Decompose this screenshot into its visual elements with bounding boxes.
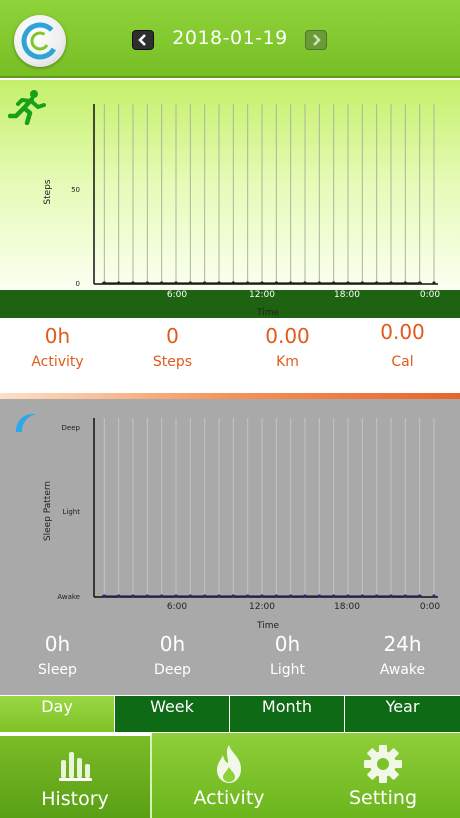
sleep-xtick-6: 6:00 (166, 602, 188, 612)
nav-history-button[interactable]: History (0, 733, 152, 818)
stat-cal-label: Cal (391, 354, 414, 370)
stat-cal-value: 0.00 (380, 320, 425, 344)
stat-sleep-value: 0h (44, 632, 71, 656)
running-person-icon (8, 90, 46, 125)
stat-steps-value: 0 (166, 324, 179, 348)
stat-activity-label: Activity (31, 354, 84, 370)
moon-icon (16, 413, 36, 432)
bar-chart-icon (59, 752, 92, 781)
stat-light: 0h Light (230, 632, 345, 678)
stat-deep-value: 0h (159, 632, 186, 656)
nav-activity-button[interactable]: Activity (152, 733, 306, 818)
stat-cal: 0.00 Cal (345, 320, 460, 370)
nav-setting-label: Setting (348, 787, 418, 809)
steps-tick-0: 0 (75, 280, 80, 288)
nav-setting-button[interactable]: Setting (306, 733, 460, 818)
nav-history-label: History (41, 788, 109, 810)
sleep-tick-deep: Deep (61, 424, 80, 432)
sleep-time-label: Time (256, 621, 280, 631)
sleep-xtick-12: 12:00 (249, 602, 275, 612)
tab-year[interactable]: Year (345, 696, 460, 732)
stat-deep: 0h Deep (115, 632, 230, 678)
stat-light-value: 0h (274, 632, 301, 656)
tab-day[interactable]: Day (0, 696, 114, 732)
stat-sleep: 0h Sleep (0, 632, 115, 678)
stat-awake-label: Awake (379, 662, 426, 678)
sleep-xtick-0: 0:00 (419, 602, 441, 612)
stat-awake: 24h Awake (345, 632, 460, 678)
stat-steps-label: Steps (152, 354, 193, 370)
chevron-left-icon (138, 34, 146, 46)
stat-awake-value: 24h (383, 632, 422, 656)
activity-stats (0, 318, 460, 394)
sleep-xtick-18: 18:00 (334, 602, 360, 612)
sleep-tick-light: Light (62, 508, 80, 516)
activity-time-strip (0, 290, 460, 318)
stat-activity: 0h Activity (0, 324, 115, 370)
activity-xtick-0: 0:00 (419, 290, 441, 300)
c-ring-logo-icon[interactable] (14, 15, 66, 67)
gear-icon (364, 745, 402, 783)
app-header: 2018-01-19 (0, 0, 460, 78)
activity-xtick-18: 18:00 (334, 290, 360, 300)
stat-km-value: 0.00 (265, 324, 310, 348)
tab-month[interactable]: Month (230, 696, 344, 732)
stat-deep-label: Deep (154, 662, 191, 678)
stat-km: 0.00 Km (230, 324, 345, 370)
stat-light-label: Light (270, 662, 305, 678)
stat-km-label: Km (276, 354, 299, 370)
activity-chart-panel (0, 80, 460, 290)
stat-activity-value: 0h (44, 324, 71, 348)
sleep-chart-panel (0, 399, 460, 695)
previous-day-button[interactable] (132, 30, 154, 50)
chevron-right-icon (313, 34, 321, 46)
stat-sleep-label: Sleep (38, 662, 77, 678)
activity-xtick-6: 6:00 (166, 290, 188, 300)
stat-steps: 0 Steps (115, 324, 230, 370)
nav-activity-label: Activity (193, 787, 265, 809)
tab-week[interactable]: Week (115, 696, 229, 732)
next-day-button[interactable] (305, 30, 327, 50)
steps-tick-50: 50 (71, 186, 80, 194)
activity-time-label: Time (256, 308, 280, 318)
current-date: 2018-01-19 (172, 27, 288, 49)
period-tabs: Day Week Month Year (0, 695, 460, 733)
sleep-tick-awake: Awake (57, 593, 80, 601)
bottom-navigation: History Activity Setting (0, 733, 460, 818)
activity-xtick-12: 12:00 (249, 290, 275, 300)
section-divider (0, 393, 460, 399)
flame-icon (217, 745, 241, 783)
